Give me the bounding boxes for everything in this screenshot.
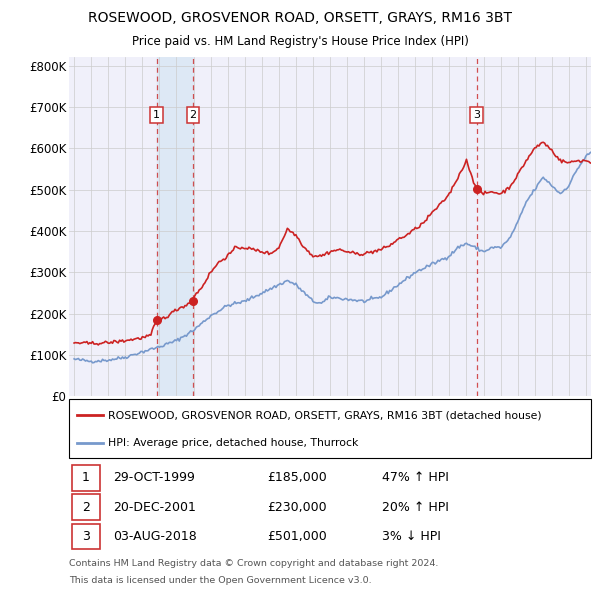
Text: 3: 3	[82, 530, 90, 543]
Text: 20% ↑ HPI: 20% ↑ HPI	[382, 500, 449, 514]
Text: ROSEWOOD, GROSVENOR ROAD, ORSETT, GRAYS, RM16 3BT: ROSEWOOD, GROSVENOR ROAD, ORSETT, GRAYS,…	[88, 11, 512, 25]
Text: £185,000: £185,000	[268, 471, 327, 484]
Text: 3% ↓ HPI: 3% ↓ HPI	[382, 530, 441, 543]
Bar	[71, 494, 100, 520]
Bar	[71, 523, 100, 549]
Text: £230,000: £230,000	[268, 500, 327, 514]
Text: This data is licensed under the Open Government Licence v3.0.: This data is licensed under the Open Gov…	[69, 576, 371, 585]
Text: 2: 2	[82, 500, 90, 514]
Text: 20-DEC-2001: 20-DEC-2001	[113, 500, 196, 514]
Text: ROSEWOOD, GROSVENOR ROAD, ORSETT, GRAYS, RM16 3BT (detached house): ROSEWOOD, GROSVENOR ROAD, ORSETT, GRAYS,…	[108, 411, 542, 420]
Text: 03-AUG-2018: 03-AUG-2018	[113, 530, 197, 543]
Text: Contains HM Land Registry data © Crown copyright and database right 2024.: Contains HM Land Registry data © Crown c…	[69, 559, 439, 568]
Text: HPI: Average price, detached house, Thurrock: HPI: Average price, detached house, Thur…	[108, 438, 359, 447]
Bar	[157, 57, 193, 396]
Text: Price paid vs. HM Land Registry's House Price Index (HPI): Price paid vs. HM Land Registry's House …	[131, 35, 469, 48]
Text: 29-OCT-1999: 29-OCT-1999	[113, 471, 195, 484]
Text: 3: 3	[473, 110, 480, 120]
Text: 2: 2	[190, 110, 197, 120]
Text: £501,000: £501,000	[268, 530, 327, 543]
Text: 1: 1	[153, 110, 160, 120]
Text: 1: 1	[82, 471, 90, 484]
Text: 47% ↑ HPI: 47% ↑ HPI	[382, 471, 449, 484]
Bar	[71, 465, 100, 491]
